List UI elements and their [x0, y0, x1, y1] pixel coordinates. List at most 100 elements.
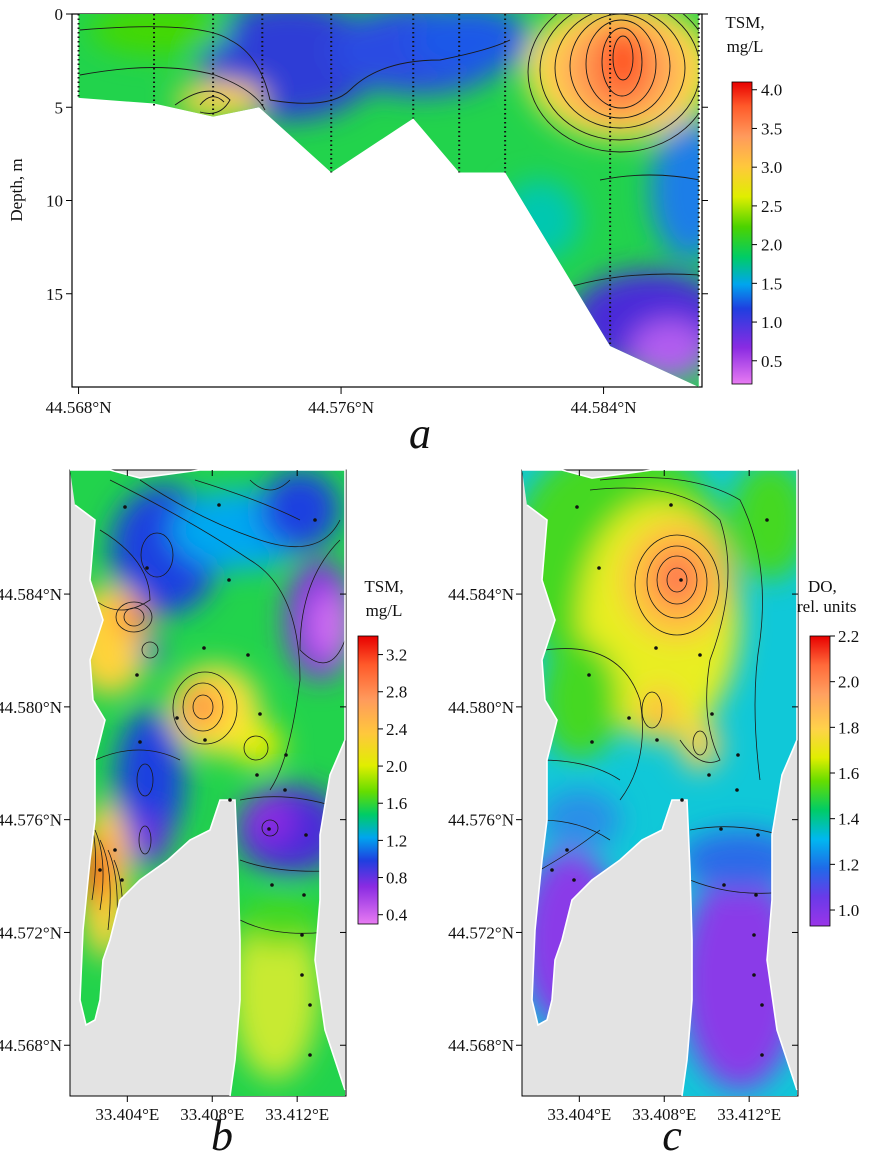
y-tick-label: 15	[46, 285, 63, 304]
station-point-18	[113, 848, 117, 852]
colorbar-tick-label: 1.5	[761, 274, 782, 293]
panel-b-colorbar-title-line1: TSM,	[364, 577, 403, 596]
colorbar-tick-label: 0.8	[386, 869, 407, 888]
station-point-21	[722, 883, 726, 887]
station-point-26	[308, 1053, 312, 1057]
station-point-5	[654, 646, 658, 650]
panel-b-colorbar-title-line2: mg/L	[366, 601, 403, 620]
station-point-25	[308, 1003, 312, 1007]
station-point-8	[138, 740, 142, 744]
panel-c-colorbar-ticks: 2.2 2.0 1.8 1.6 1.4 1.2 1.0	[830, 627, 860, 920]
x-tick-label: 33.404°E	[95, 1105, 159, 1124]
colorbar-tick-label: 2.0	[761, 236, 782, 255]
panel-a-y-axis: 0 5 10 15	[46, 5, 708, 304]
colorbar-tick-label: 1.2	[386, 831, 407, 850]
panel-c-coastline	[522, 469, 798, 1097]
station-point-16	[719, 827, 723, 831]
panel-c-colorbar	[809, 635, 831, 927]
colorbar-tick-label: 4.0	[761, 81, 782, 100]
station-point-5	[202, 646, 206, 650]
panel-a-colorbar-title-line2: mg/L	[727, 37, 764, 56]
panel-c-axes: 33.404°E 33.408°E 33.412°E 44.584°N 44.580°N…	[448, 470, 798, 1124]
panel-b-letter: b	[211, 1111, 233, 1159]
x-tick-label: 33.404°E	[547, 1105, 611, 1124]
x-tick-label: 33.412°E	[717, 1105, 781, 1124]
colorbar-tick-label: 3.2	[386, 646, 407, 665]
x-tick-label: 44.576°N	[308, 398, 374, 417]
station-point-15	[283, 788, 287, 792]
panel-b-coastline	[70, 469, 346, 1097]
colorbar-tick-label: 1.2	[838, 855, 859, 874]
station-point-23	[300, 933, 304, 937]
panel-c-field	[522, 470, 797, 1096]
colorbar-tick-label: 2.5	[761, 197, 782, 216]
panel-b-colorbar-ticks: 3.2 2.8 2.4 2.0 1.6 1.2 0.8 0.4	[378, 646, 408, 925]
station-point-10	[258, 712, 262, 716]
panel-a-depth-section: 0 5 10 15 44.568°N 44.576°N 44.584°N Depth, m…	[7, 5, 782, 458]
station-point-24	[752, 973, 756, 977]
colorbar-tick-label: 2.4	[386, 720, 408, 739]
colorbar-tick-label: 2.2	[838, 627, 859, 646]
station-point-1	[575, 505, 579, 509]
panel-a-x-axis: 44.568°N 44.576°N 44.584°N	[46, 387, 637, 417]
panel-b-stations	[98, 503, 317, 1057]
station-point-20	[572, 878, 576, 882]
station-point-12	[203, 738, 207, 742]
station-point-6	[698, 653, 702, 657]
colorbar-tick-label: 2.0	[838, 673, 859, 692]
panel-b-axes: 33.404°E 33.408°E 33.412°E 44.584°N 44.580°N…	[0, 470, 346, 1124]
panel-c-letter: c	[662, 1111, 682, 1159]
x-tick-label: 44.568°N	[46, 398, 112, 417]
station-point-27	[765, 518, 769, 522]
x-tick-label: 33.408°E	[180, 1105, 244, 1124]
panel-b-colorbar	[357, 635, 379, 925]
station-point-19	[98, 868, 102, 872]
panel-a-colorbar-ticks: 4.0 3.5 3.0 2.5 2.0 1.5 1.0 0.5	[752, 81, 782, 371]
station-point-11	[736, 753, 740, 757]
station-point-14	[228, 798, 232, 802]
y-tick-label: 44.576°N	[0, 811, 62, 830]
station-point-17	[304, 833, 308, 837]
station-point-4	[227, 578, 231, 582]
colorbar-tick-label: 1.8	[838, 718, 859, 737]
station-point-13	[707, 773, 711, 777]
station-point-10	[710, 712, 714, 716]
colorbar-tick-label: 1.6	[838, 764, 859, 783]
station-point-12	[655, 738, 659, 742]
y-tick-label: 5	[55, 98, 64, 117]
y-tick-label: 44.572°N	[448, 923, 514, 942]
y-tick-label: 10	[46, 192, 63, 211]
station-point-25	[760, 1003, 764, 1007]
y-tick-label: 44.572°N	[0, 923, 62, 942]
panel-c-colorbar-title-line1: DO,	[808, 577, 837, 596]
station-point-11	[284, 753, 288, 757]
station-point-18	[565, 848, 569, 852]
y-tick-label: 44.584°N	[0, 585, 62, 604]
station-point-7	[587, 673, 591, 677]
station-point-22	[754, 893, 758, 897]
colorbar-tick-label: 3.5	[761, 119, 782, 138]
station-point-13	[255, 773, 259, 777]
panel-a-colorbar-title-line1: TSM,	[725, 13, 764, 32]
station-point-15	[735, 788, 739, 792]
panel-b-tsm-map: 33.404°E 33.408°E 33.412°E 44.584°N 44.580°N…	[0, 469, 408, 1159]
panel-a-y-axis-label: Depth, m	[7, 158, 26, 221]
y-tick-label: 44.576°N	[448, 811, 514, 830]
station-point-20	[120, 878, 124, 882]
panel-c-colorbar-title-line2: rel. units	[797, 597, 857, 616]
station-point-4	[679, 578, 683, 582]
colorbar-tick-label: 3.0	[761, 158, 782, 177]
y-tick-label: 44.584°N	[448, 585, 514, 604]
x-tick-label: 44.584°N	[571, 398, 637, 417]
station-point-23	[752, 933, 756, 937]
panel-a-colorbar	[731, 81, 753, 385]
station-point-6	[246, 653, 250, 657]
station-point-8	[590, 740, 594, 744]
colorbar-tick-label: 2.0	[386, 757, 407, 776]
y-tick-label: 44.580°N	[448, 698, 514, 717]
colorbar-tick-label: 0.4	[386, 906, 408, 925]
panel-a-stations	[77, 14, 700, 378]
station-point-19	[550, 868, 554, 872]
colorbar-tick-label: 1.0	[761, 313, 782, 332]
